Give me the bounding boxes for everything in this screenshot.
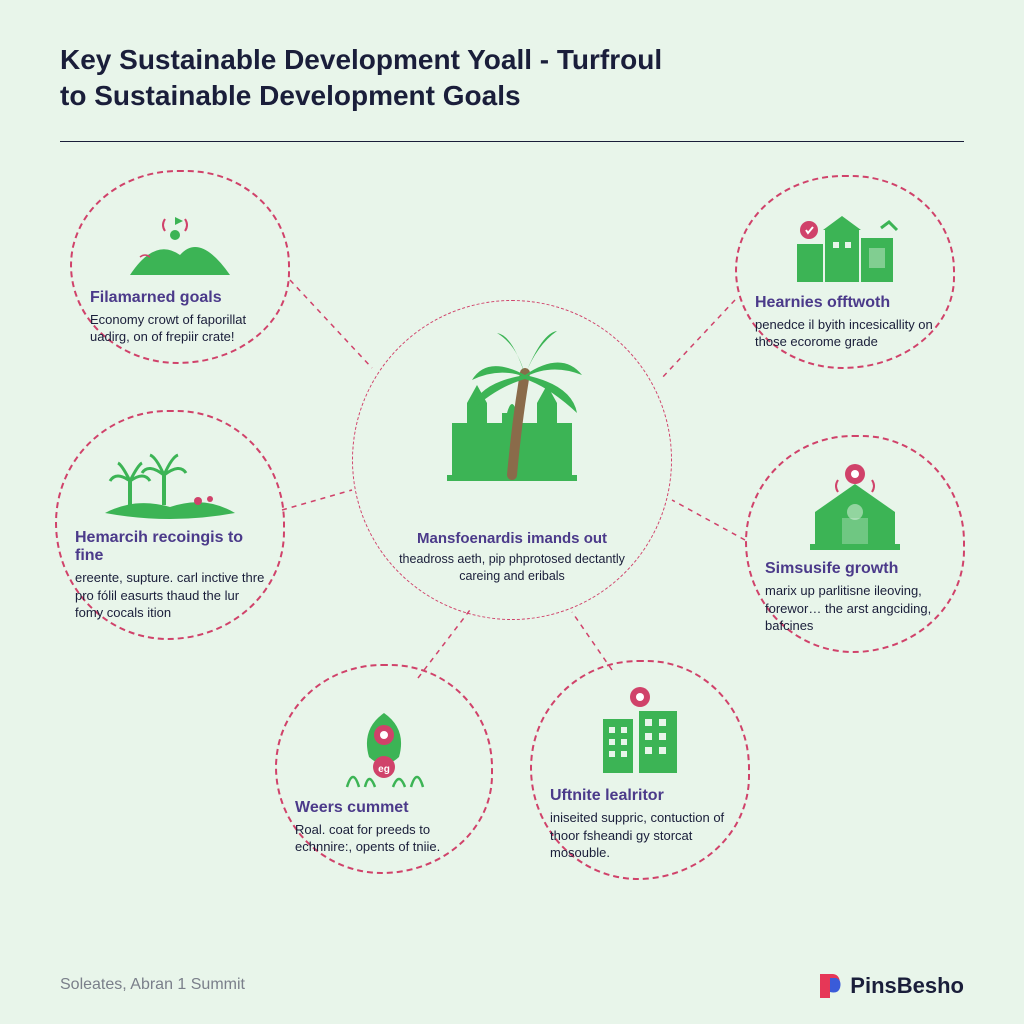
- title-line-1: Key Sustainable Development Yoall - Turf…: [60, 44, 662, 75]
- node-body: penedce il byith incesicallity on those …: [755, 316, 935, 351]
- temple-icon: [800, 464, 910, 552]
- buildings-icon: [585, 685, 695, 779]
- center-node-body: theadross aeth, pip phprotosed dectantly…: [381, 551, 643, 585]
- palm-island-icon: [100, 451, 240, 521]
- node-bottom-left: eg Weers cummet Roal. coat for preeds to…: [275, 664, 493, 874]
- header: Key Sustainable Development Yoall - Turf…: [0, 0, 1024, 129]
- node-title: Hemarcih recoingis to fine: [75, 529, 265, 565]
- center-node-title: Mansfoenardis imands out: [417, 530, 607, 547]
- title-line-2: to Sustainable Development Goals: [60, 80, 521, 111]
- node-body: Roal. coat for preeds to echnnire:, open…: [295, 821, 473, 856]
- node-bottom-right: Uftnite lealritor iniseited suppric, con…: [530, 660, 750, 880]
- page-title: Key Sustainable Development Yoall - Turf…: [60, 42, 964, 115]
- center-node: Mansfoenardis imands out theadross aeth,…: [352, 300, 672, 620]
- brand-logo: PinsBesho: [816, 972, 964, 1000]
- node-title: Uftnite lealritor: [550, 787, 730, 805]
- node-body: marix up parlitisne ileoving, forewor… t…: [765, 582, 945, 635]
- node-body: ereente, supture. carl inctive thre pro …: [75, 569, 265, 622]
- node-title: Weers cummet: [295, 799, 473, 817]
- node-body: Economy crowt of faporillat uadirg, on o…: [90, 311, 270, 346]
- footer-text: Soleates, Abran 1 Summit: [60, 976, 245, 994]
- node-mid-right: Simsusife growth marix up parlitisne ile…: [745, 435, 965, 653]
- factory-icon: [785, 208, 905, 286]
- node-mid-left: Hemarcih recoingis to fine ereente, supt…: [55, 410, 285, 640]
- title-divider: [60, 141, 964, 142]
- node-title: Filamarned goals: [90, 289, 270, 307]
- node-title: Simsusife growth: [765, 560, 945, 578]
- mountain-signal-icon: [125, 207, 235, 281]
- node-title: Hearnies offtwoth: [755, 294, 935, 312]
- svg-text:eg: eg: [378, 764, 390, 775]
- node-top-right: Hearnies offtwoth penedce il byith inces…: [735, 175, 955, 369]
- logo-text: PinsBesho: [850, 973, 964, 999]
- node-body: iniseited suppric, contuction of thoor f…: [550, 809, 730, 862]
- leaf-plant-icon: eg: [329, 701, 439, 791]
- node-top-left: Filamarned goals Economy crowt of fapori…: [70, 170, 290, 364]
- logo-mark-icon: [816, 972, 844, 1000]
- center-icon: [417, 325, 607, 530]
